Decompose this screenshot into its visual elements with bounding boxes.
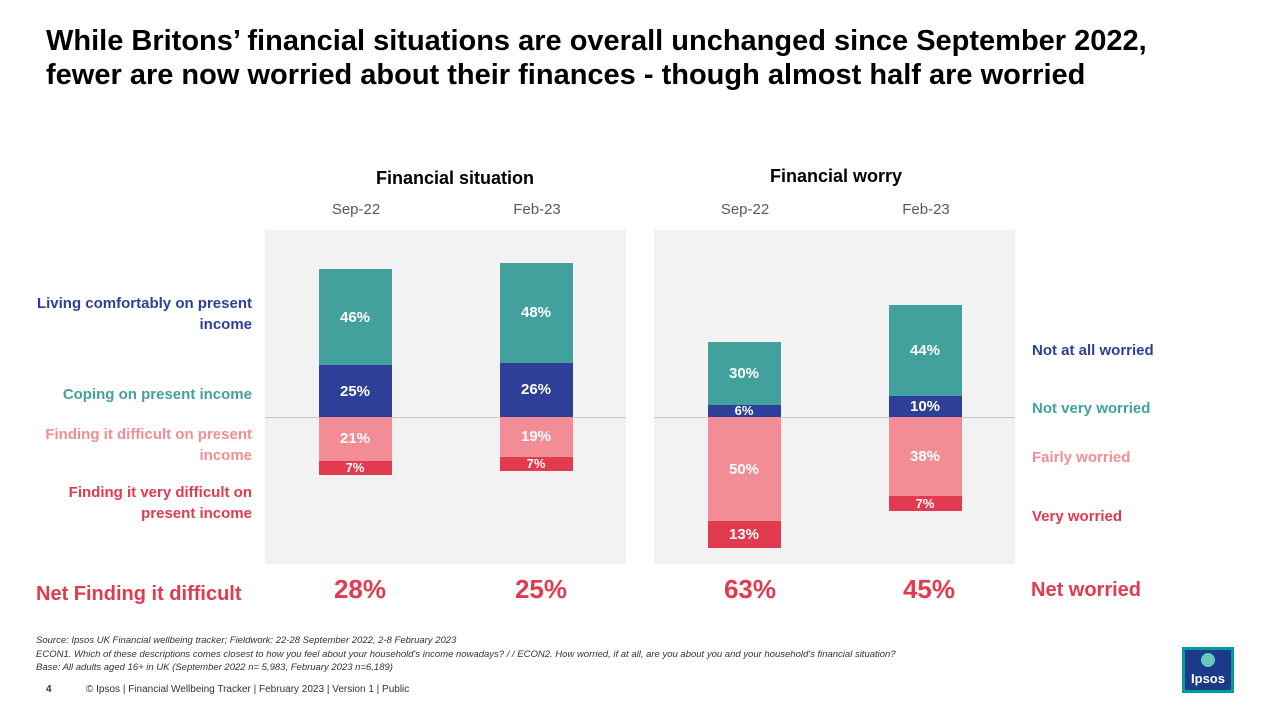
footer-text: © Ipsos | Financial Wellbeing Tracker | … [86, 684, 410, 695]
slide-title: While Britons’ financial situations are … [46, 25, 1147, 91]
bar-segment: 44% [888, 304, 962, 397]
bar-value-label: 6% [734, 403, 754, 419]
bar-segment: 6% [707, 403, 781, 419]
bar-segment: 13% [707, 521, 781, 549]
bar-value-label: 48% [520, 304, 552, 322]
bar-value-label: 50% [728, 460, 760, 478]
period-label: Feb-23 [902, 201, 950, 218]
bar-value-label: 19% [520, 428, 552, 446]
bar-value-label: 25% [339, 382, 371, 400]
bar-value-label: 7% [915, 495, 935, 511]
chart-title-financial-situation: Financial situation [375, 168, 535, 188]
chart-title-financial-worry: Financial worry [769, 166, 903, 186]
logo-text: Ipsos [1191, 671, 1225, 686]
net-value: 25% [514, 574, 568, 604]
bar-segment: 10% [888, 396, 962, 417]
net-worried-label: Net worried [1031, 579, 1142, 601]
legend-finding-very-difficult: Finding it very difficult on present inc… [68, 484, 252, 522]
bar-segment: 38% [888, 417, 962, 497]
bar-segment: 50% [707, 417, 781, 521]
net-value: 45% [902, 574, 956, 604]
bar-value-label: 38% [909, 448, 941, 466]
bar-segment: 7% [888, 495, 962, 511]
bar-value-label: 26% [520, 381, 552, 399]
bar-value-label: 10% [909, 398, 941, 416]
bar-segment: 21% [318, 417, 392, 461]
bar-value-label: 46% [339, 308, 371, 326]
legend-not-very-worried: Not very worried [1032, 400, 1151, 417]
net-value: 63% [723, 574, 777, 604]
baseline [654, 417, 1015, 418]
legend-very-worried: Very worried [1032, 508, 1123, 525]
footnote-source: Source: Ipsos UK Financial wellbeing tra… [36, 635, 457, 646]
bar-segment: 19% [499, 417, 573, 457]
bar-value-label: 13% [728, 526, 760, 544]
bar-value-label: 44% [909, 341, 941, 359]
net-difficult-label: Net Finding it difficult [36, 583, 242, 605]
footnote-base: Base: All adults aged 16+ in UK (Septemb… [36, 662, 393, 673]
legend-finding-difficult: Finding it difficult on present income [45, 426, 252, 464]
legend-not-at-all-worried: Not at all worried [1032, 342, 1154, 359]
ipsos-logo: Ipsos [1182, 647, 1234, 693]
net-value: 28% [333, 574, 387, 604]
logo-mark-icon [1201, 653, 1215, 667]
bar-segment: 26% [499, 362, 573, 417]
period-label: Sep-22 [720, 201, 770, 218]
bar-value-label: 7% [526, 456, 546, 472]
legend-living-comfortably: Living comfortably on present income [36, 295, 252, 333]
period-label: Sep-22 [331, 201, 381, 218]
bar-segment: 30% [707, 342, 781, 405]
bar-segment: 7% [499, 456, 573, 472]
bar-value-label: 30% [728, 364, 760, 382]
legend-fairly-worried: Fairly worried [1032, 449, 1131, 466]
bar-value-label: 7% [345, 460, 365, 476]
bar-segment: 25% [318, 365, 392, 417]
footnote-questions: ECON1. Which of these descriptions comes… [36, 649, 896, 660]
period-label: Feb-23 [513, 201, 561, 218]
legend-coping: Coping on present income [62, 386, 252, 403]
bar-segment: 46% [318, 269, 392, 365]
bar-value-label: 21% [339, 430, 371, 448]
bar-segment: 7% [318, 460, 392, 476]
page-number: 4 [46, 684, 52, 695]
baseline [265, 417, 626, 418]
bar-segment: 48% [499, 263, 573, 363]
